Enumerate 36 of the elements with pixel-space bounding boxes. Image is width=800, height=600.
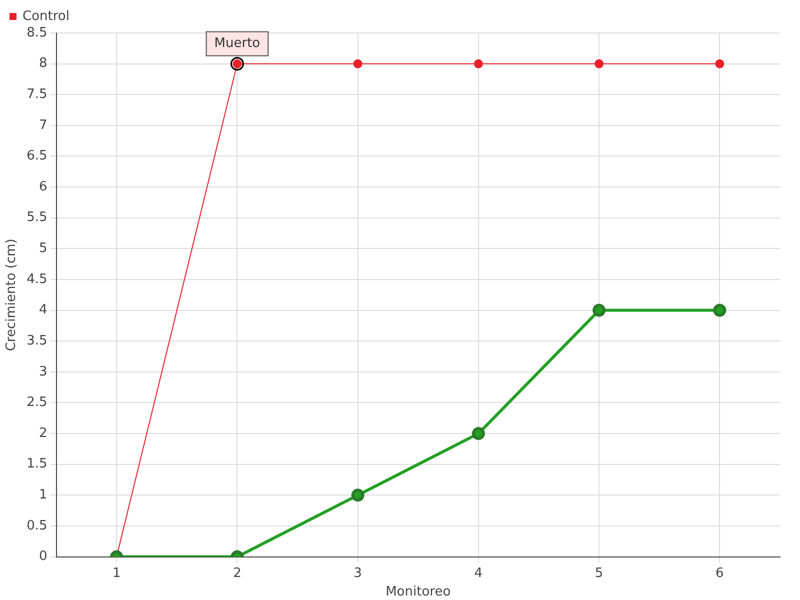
y-tick-label: 4.5 xyxy=(26,272,48,287)
y-tick-label: 6 xyxy=(38,179,48,194)
x-tick-label: 6 xyxy=(716,566,724,581)
y-tick-label: 2 xyxy=(38,426,48,441)
y-tick-label: 2.5 xyxy=(26,395,48,410)
x-tick-label: 2 xyxy=(233,566,242,581)
annotation: Muerto xyxy=(214,36,260,52)
y-tick-label: 3.5 xyxy=(26,333,48,348)
y-tick-label: 8.5 xyxy=(26,25,48,40)
y-tick-label: 1.5 xyxy=(26,456,48,472)
x-axis-title: Monitoreo xyxy=(386,584,451,600)
point xyxy=(474,59,483,68)
x-tick-label: 1 xyxy=(112,566,121,581)
y-tick-label: 4 xyxy=(38,302,48,318)
point xyxy=(715,59,724,68)
y-tick-label: 5 xyxy=(38,241,48,256)
y-tick-label: 5.5 xyxy=(26,210,48,226)
y-tick-label: 3 xyxy=(38,364,48,380)
x-tick-label: 5 xyxy=(594,566,604,581)
y-tick-label: 0 xyxy=(38,549,48,564)
point xyxy=(351,488,364,502)
y-tick-label: 7 xyxy=(38,118,48,133)
y-tick-label: 0.5 xyxy=(26,518,48,534)
y-tick-label: 7.5 xyxy=(26,87,48,102)
y-tick-label: 6.5 xyxy=(26,148,48,164)
point xyxy=(594,59,604,68)
point xyxy=(353,59,362,68)
point xyxy=(472,427,485,440)
y-tick-label: 1 xyxy=(38,488,48,503)
legend-label: Control xyxy=(22,8,70,24)
x-tick-label: 3 xyxy=(354,566,362,581)
point xyxy=(713,304,726,317)
y-axis-title: Crecimiento (cm) xyxy=(4,238,20,352)
point xyxy=(592,304,606,317)
y-tick-label: 8 xyxy=(38,56,48,72)
x-tick-label: 4 xyxy=(474,566,483,581)
